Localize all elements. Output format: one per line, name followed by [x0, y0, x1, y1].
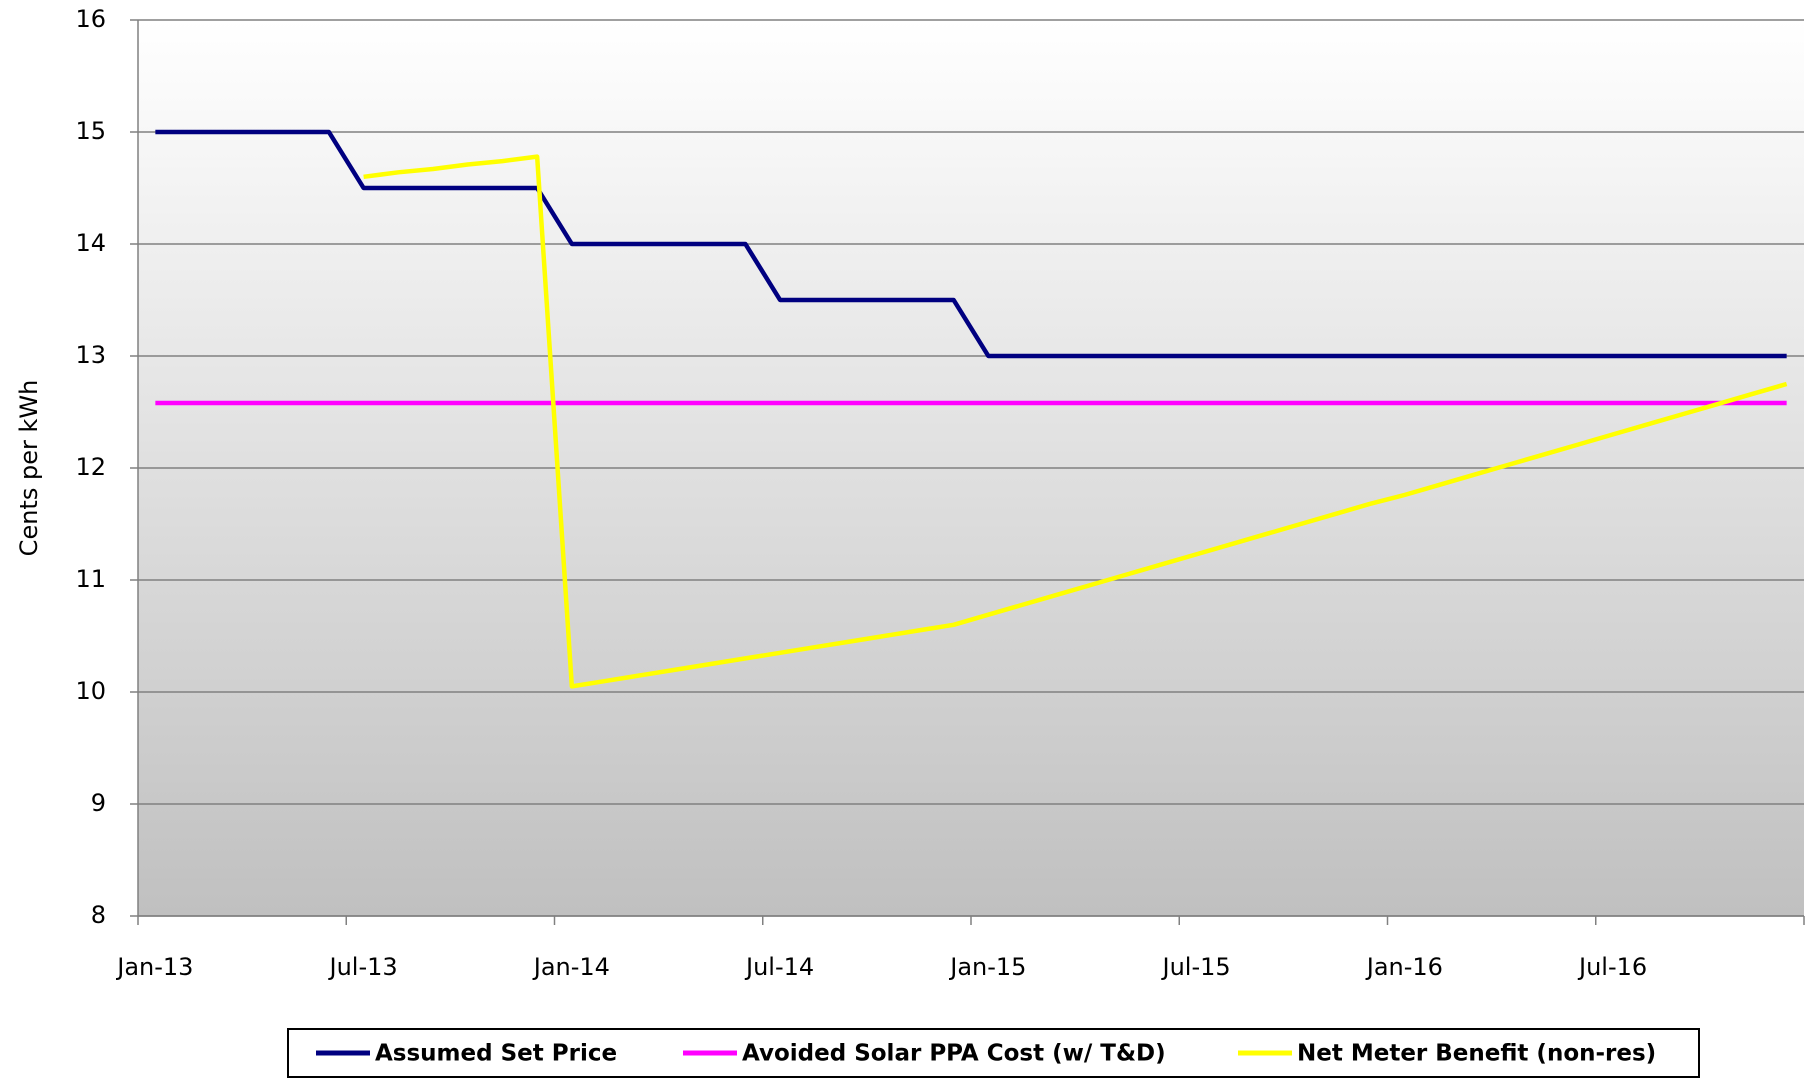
legend-label: Net Meter Benefit (non-res) [1297, 1041, 1656, 1067]
legend-label: Assumed Set Price [375, 1041, 617, 1067]
y-tick-label: 16 [75, 5, 106, 33]
y-tick-label: 13 [75, 341, 106, 369]
x-tick-label: Jul-15 [1161, 953, 1231, 981]
x-tick-label: Jan-16 [1365, 953, 1443, 981]
x-tick-label: Jan-15 [948, 953, 1026, 981]
x-tick-label: Jan-13 [115, 953, 193, 981]
y-tick-label: 9 [91, 789, 106, 817]
series-line [363, 154, 1788, 689]
legend [287, 1028, 1700, 1078]
y-tick-label: 8 [91, 901, 106, 929]
y-tick-label: 11 [75, 565, 106, 593]
y-tick-label: 15 [75, 117, 106, 145]
x-tick-label: Jul-16 [1577, 953, 1647, 981]
y-tick-label: 10 [75, 677, 106, 705]
series-line [155, 129, 1787, 359]
y-axis-label: Cents per kWh [15, 380, 43, 557]
y-tick-label: 14 [75, 229, 106, 257]
x-tick-label: Jan-14 [532, 953, 610, 981]
y-tick-label: 12 [75, 453, 106, 481]
legend-label: Avoided Solar PPA Cost (w/ T&D) [742, 1041, 1166, 1067]
x-tick-label: Jul-13 [328, 953, 398, 981]
x-tick-label: Jul-14 [744, 953, 814, 981]
